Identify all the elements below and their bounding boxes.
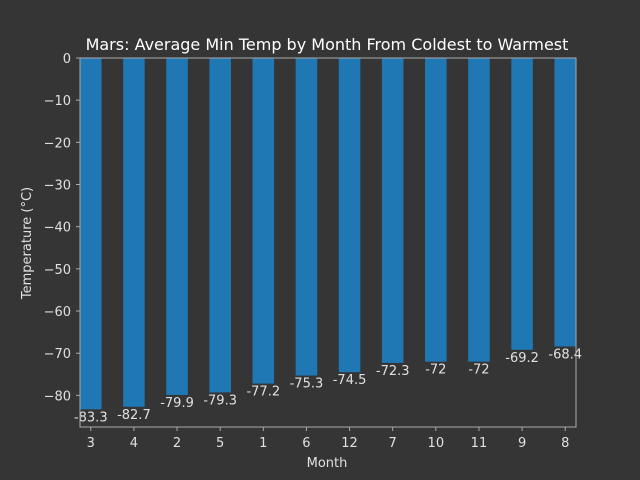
bar-value-label: -75.3: [290, 377, 324, 392]
x-tick-label: 3: [87, 436, 95, 451]
y-tick-label: −30: [44, 179, 71, 194]
x-tick-label: 8: [561, 436, 569, 451]
x-tick-label: 10: [428, 436, 445, 451]
x-tick-label: 4: [130, 436, 138, 451]
y-tick-label: −50: [44, 263, 71, 278]
x-axis-label: Month: [307, 456, 348, 471]
bar-month-11: [468, 58, 490, 362]
y-tick-label: −70: [44, 347, 71, 362]
chart-title: Mars: Average Min Temp by Month From Col…: [86, 35, 569, 54]
bar-value-label: -68.4: [548, 347, 582, 362]
bar-value-label: -79.9: [160, 396, 194, 411]
x-tick-label: 5: [216, 436, 224, 451]
bar-value-label: -77.2: [246, 385, 280, 400]
y-tick-label: −60: [44, 305, 71, 320]
bar-month-3: [80, 58, 102, 410]
bar-value-label: -74.5: [333, 373, 367, 388]
bar-value-label: -79.3: [203, 393, 237, 408]
bar-month-4: [123, 58, 145, 407]
bar-value-label: -69.2: [505, 351, 539, 366]
plot-frame: [79, 57, 577, 428]
bar-labels-group: -83.3 -82.7 -79.9 -79.3 -77.2 -75.3 -74.5 -72.3…: [74, 347, 582, 425]
bar-value-label: -72.3: [376, 364, 410, 379]
x-tick-label: 6: [302, 436, 310, 451]
bar-value-label: -72: [468, 363, 489, 378]
x-tick-label: 12: [341, 436, 358, 451]
x-axis: 3 4 2 5 1 6 12 7 10 11 9 8: [87, 427, 569, 451]
y-axis-label: Temperature (°C): [20, 187, 35, 300]
bar-value-label: -82.7: [117, 408, 151, 423]
bar-value-label: -72: [425, 363, 446, 378]
x-tick-label: 1: [259, 436, 267, 451]
y-tick-label: −40: [44, 221, 71, 236]
bar-month-8: [554, 58, 576, 347]
bar-month-6: [295, 58, 318, 376]
bar-month-9: [511, 58, 533, 350]
x-tick-label: 2: [173, 436, 181, 451]
x-tick-label: 9: [518, 436, 526, 451]
x-tick-label: 11: [471, 436, 488, 451]
bar-month-2: [166, 58, 188, 395]
bar-month-10: [425, 58, 447, 362]
y-tick-label: −10: [44, 94, 71, 109]
bar-month-1: [252, 58, 275, 384]
bar-value-label: -83.3: [74, 410, 108, 425]
y-tick-label: 0: [63, 52, 71, 67]
y-axis: 0 −10 −20 −30 −40 −50 −60 −70 −80: [44, 52, 80, 404]
bar-month-5: [209, 58, 231, 393]
bar-month-12: [338, 58, 361, 373]
bars-group: [80, 58, 576, 410]
bar-month-7: [381, 58, 404, 363]
y-tick-label: −80: [44, 389, 71, 404]
x-tick-label: 7: [389, 436, 397, 451]
y-tick-label: −20: [44, 136, 71, 151]
